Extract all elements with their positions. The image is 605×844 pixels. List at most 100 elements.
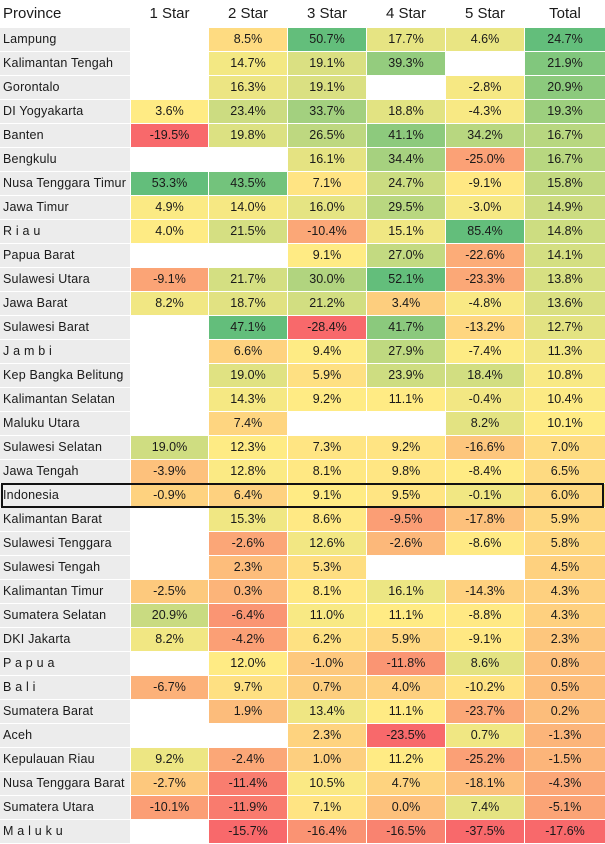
value-cell-total: 5.9%	[525, 508, 605, 531]
value-cell-1-star	[131, 532, 208, 555]
value-cell-3-star: 9.1%	[288, 484, 366, 507]
value-cell-5-star: -9.1%	[446, 172, 524, 195]
value-cell-3-star	[288, 412, 366, 435]
value-cell-1-star: -9.1%	[131, 268, 208, 291]
value-cell-5-star: -37.5%	[446, 820, 524, 843]
value-cell-1-star: -0.9%	[131, 484, 208, 507]
value-cell-3-star: -10.4%	[288, 220, 366, 243]
table-row: Sulawesi Barat 47.1% -28.4% 41.7% -13.2% 12.7…	[0, 316, 605, 340]
value-cell-2-star: 6.6%	[209, 340, 287, 363]
value-cell-5-star	[446, 556, 524, 579]
table-row: Sumatera Barat 1.9% 13.4% 11.1% -23.7% 0.2%	[0, 700, 605, 724]
table-row: Aceh 2.3% -23.5% 0.7% -1.3%	[0, 724, 605, 748]
value-cell-5-star: 7.4%	[446, 796, 524, 819]
column-header-3-star: 3 Star	[306, 5, 348, 22]
value-cell-total: 2.3%	[525, 628, 605, 651]
value-cell-2-star: 12.8%	[209, 460, 287, 483]
value-cell-4-star: 3.4%	[367, 292, 445, 315]
value-cell-2-star: -15.7%	[209, 820, 287, 843]
value-cell-1-star: 8.2%	[131, 292, 208, 315]
value-cell-4-star: 4.0%	[367, 676, 445, 699]
province-label: DKI Jakarta	[0, 628, 130, 651]
value-cell-3-star: 21.2%	[288, 292, 366, 315]
value-cell-1-star	[131, 148, 208, 171]
column-header-5-star: 5 Star	[464, 5, 506, 22]
province-label: Bengkulu	[0, 148, 130, 171]
value-cell-1-star: -19.5%	[131, 124, 208, 147]
value-cell-1-star	[131, 820, 208, 843]
value-cell-1-star	[131, 556, 208, 579]
table-row: DKI Jakarta 8.2% -4.2% 6.2% 5.9% -9.1% 2.3%	[0, 628, 605, 652]
value-cell-1-star: 19.0%	[131, 436, 208, 459]
table-row: Papua Barat 9.1% 27.0% -22.6% 14.1%	[0, 244, 605, 268]
value-cell-4-star: -11.8%	[367, 652, 445, 675]
value-cell-1-star: 4.9%	[131, 196, 208, 219]
value-cell-3-star: 16.1%	[288, 148, 366, 171]
value-cell-5-star: 8.6%	[446, 652, 524, 675]
value-cell-1-star: 53.3%	[131, 172, 208, 195]
value-cell-5-star: 4.6%	[446, 28, 524, 51]
value-cell-3-star: 9.1%	[288, 244, 366, 267]
value-cell-4-star: 11.2%	[367, 748, 445, 771]
value-cell-4-star: 9.5%	[367, 484, 445, 507]
value-cell-3-star: 13.4%	[288, 700, 366, 723]
value-cell-3-star: 8.1%	[288, 580, 366, 603]
province-label: Sulawesi Selatan	[0, 436, 130, 459]
value-cell-5-star	[446, 52, 524, 75]
value-cell-1-star	[131, 76, 208, 99]
value-cell-4-star: 27.9%	[367, 340, 445, 363]
value-cell-4-star: 17.7%	[367, 28, 445, 51]
province-label: Nusa Tenggara Barat	[0, 772, 130, 795]
value-cell-2-star: 14.7%	[209, 52, 287, 75]
value-cell-2-star: 23.4%	[209, 100, 287, 123]
value-cell-4-star: 5.9%	[367, 628, 445, 651]
column-header-1-star: 1 Star	[149, 5, 190, 22]
value-cell-1-star	[131, 412, 208, 435]
value-cell-2-star: -11.4%	[209, 772, 287, 795]
value-cell-2-star: 2.3%	[209, 556, 287, 579]
province-label: Sulawesi Tenggara	[0, 532, 130, 555]
value-cell-1-star	[131, 28, 208, 51]
table-row: Jawa Barat 8.2% 18.7% 21.2% 3.4% -4.8% 13.6%	[0, 292, 605, 316]
province-label: Kepulauan Riau	[0, 748, 130, 771]
value-cell-4-star: 11.1%	[367, 388, 445, 411]
province-label: Sumatera Selatan	[0, 604, 130, 627]
value-cell-total: 10.1%	[525, 412, 605, 435]
value-cell-total: 10.8%	[525, 364, 605, 387]
value-cell-2-star: 12.3%	[209, 436, 287, 459]
value-cell-1-star: -3.9%	[131, 460, 208, 483]
table-row: Sulawesi Tenggara -2.6% 12.6% -2.6% -8.6% 5.8…	[0, 532, 605, 556]
value-cell-total: 6.5%	[525, 460, 605, 483]
value-cell-3-star: -16.4%	[288, 820, 366, 843]
value-cell-2-star: 14.3%	[209, 388, 287, 411]
value-cell-1-star	[131, 52, 208, 75]
province-label: DI Yogyakarta	[0, 100, 130, 123]
value-cell-5-star: -17.8%	[446, 508, 524, 531]
value-cell-1-star	[131, 340, 208, 363]
column-header-2-star: 2 Star	[227, 5, 269, 22]
table-row: Sumatera Selatan 20.9% -6.4% 11.0% 11.1% -8.8…	[0, 604, 605, 628]
province-label: Sulawesi Tengah	[0, 556, 130, 579]
value-cell-4-star: 23.9%	[367, 364, 445, 387]
value-cell-total: 16.7%	[525, 124, 605, 147]
table-row: Sulawesi Tengah 2.3% 5.3% 4.5%	[0, 556, 605, 580]
value-cell-total: 7.0%	[525, 436, 605, 459]
table-row: Kalimantan Selatan 14.3% 9.2% 11.1% -0.4% 10.…	[0, 388, 605, 412]
table-row: M a l u k u -15.7% -16.4% -16.5% -37.5% -17.6…	[0, 820, 605, 844]
column-header-4-star: 4 Star	[385, 5, 427, 22]
table-row: Gorontalo 16.3% 19.1% -2.8% 20.9%	[0, 76, 605, 100]
value-cell-total: -1.3%	[525, 724, 605, 747]
value-cell-3-star: 12.6%	[288, 532, 366, 555]
value-cell-total: 0.5%	[525, 676, 605, 699]
value-cell-3-star: 5.9%	[288, 364, 366, 387]
value-cell-5-star: -8.4%	[446, 460, 524, 483]
value-cell-total: 15.8%	[525, 172, 605, 195]
value-cell-total: -5.1%	[525, 796, 605, 819]
value-cell-2-star: 43.5%	[209, 172, 287, 195]
table-row: Kalimantan Tengah 14.7% 19.1% 39.3% 21.9%	[0, 52, 605, 76]
value-cell-2-star	[209, 724, 287, 747]
table-row: Kep Bangka Belitung 19.0% 5.9% 23.9% 18.4% 10…	[0, 364, 605, 388]
value-cell-5-star: -9.1%	[446, 628, 524, 651]
value-cell-5-star: -16.6%	[446, 436, 524, 459]
table-row: P a p u a 12.0% -1.0% -11.8% 8.6% 0.8%	[0, 652, 605, 676]
